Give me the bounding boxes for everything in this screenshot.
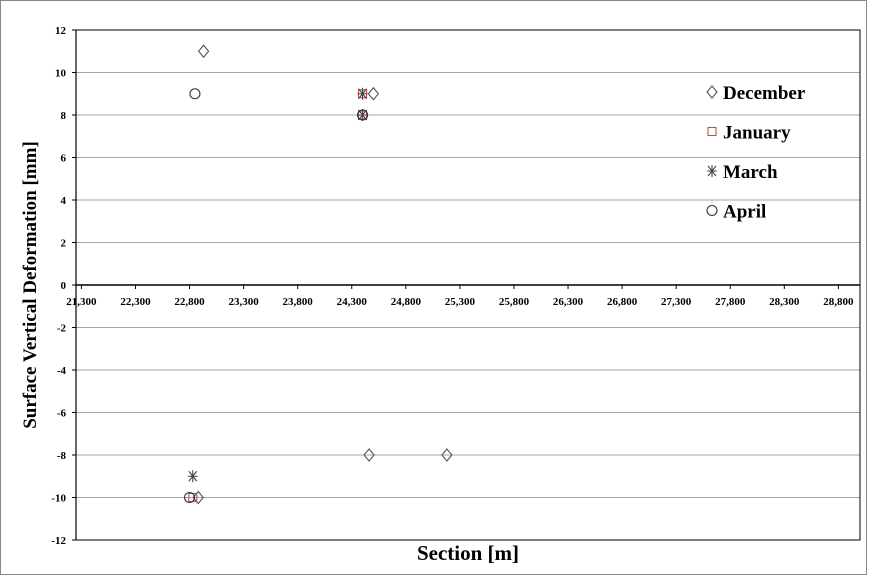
point xyxy=(707,165,717,177)
legend-label: March xyxy=(723,162,778,183)
x-tick-label: 23,800 xyxy=(283,296,314,308)
legend-label: April xyxy=(723,202,766,223)
y-tick-label: -2 xyxy=(57,323,67,335)
y-tick-label: 0 xyxy=(61,280,67,292)
x-tick-label: 24,800 xyxy=(391,296,422,308)
chart-border xyxy=(0,0,867,575)
y-tick-label: -10 xyxy=(51,493,66,505)
x-axis-title: Section [m] xyxy=(417,541,519,565)
y-tick-label: 8 xyxy=(61,110,67,122)
x-tick-label: 22,300 xyxy=(120,296,151,308)
x-tick-label: 24,300 xyxy=(337,296,368,308)
x-tick-label: 25,300 xyxy=(445,296,476,308)
x-tick-label: 27,800 xyxy=(715,296,746,308)
x-tick-label: 25,800 xyxy=(499,296,530,308)
point xyxy=(357,87,368,100)
point xyxy=(197,44,210,59)
x-tick-label: 26,300 xyxy=(553,296,584,308)
legend-label: December xyxy=(723,83,806,104)
y-axis-title: Surface Vertical Deformation [mm] xyxy=(20,141,41,429)
y-tick-label: -4 xyxy=(57,365,67,377)
point xyxy=(357,109,368,121)
point xyxy=(363,448,375,462)
x-tick-label: 21,300 xyxy=(66,296,97,308)
point xyxy=(189,88,201,100)
x-tick-label: 28,800 xyxy=(823,296,854,308)
y-tick-label: 2 xyxy=(61,238,67,250)
point xyxy=(707,126,717,137)
point xyxy=(706,204,718,217)
point xyxy=(441,448,453,462)
point xyxy=(192,490,204,505)
point xyxy=(187,470,198,483)
y-tick-label: 12 xyxy=(55,25,67,37)
y-tick-label: -8 xyxy=(57,450,67,462)
x-tick-label: 27,300 xyxy=(661,296,692,308)
x-tick-label: 28,300 xyxy=(769,296,800,308)
y-tick-label: -12 xyxy=(51,535,66,547)
x-tick-label: 23,300 xyxy=(228,296,259,308)
y-tick-label: 10 xyxy=(55,68,67,80)
point xyxy=(367,86,380,101)
x-tick-label: 22,800 xyxy=(174,296,205,308)
legend-label: January xyxy=(723,123,791,144)
point xyxy=(357,109,369,121)
point xyxy=(706,85,718,99)
y-tick-label: 6 xyxy=(61,153,67,165)
y-tick-label: -6 xyxy=(57,408,67,420)
y-tick-label: 4 xyxy=(61,195,67,207)
point xyxy=(183,491,196,504)
x-tick-label: 26,800 xyxy=(607,296,638,308)
